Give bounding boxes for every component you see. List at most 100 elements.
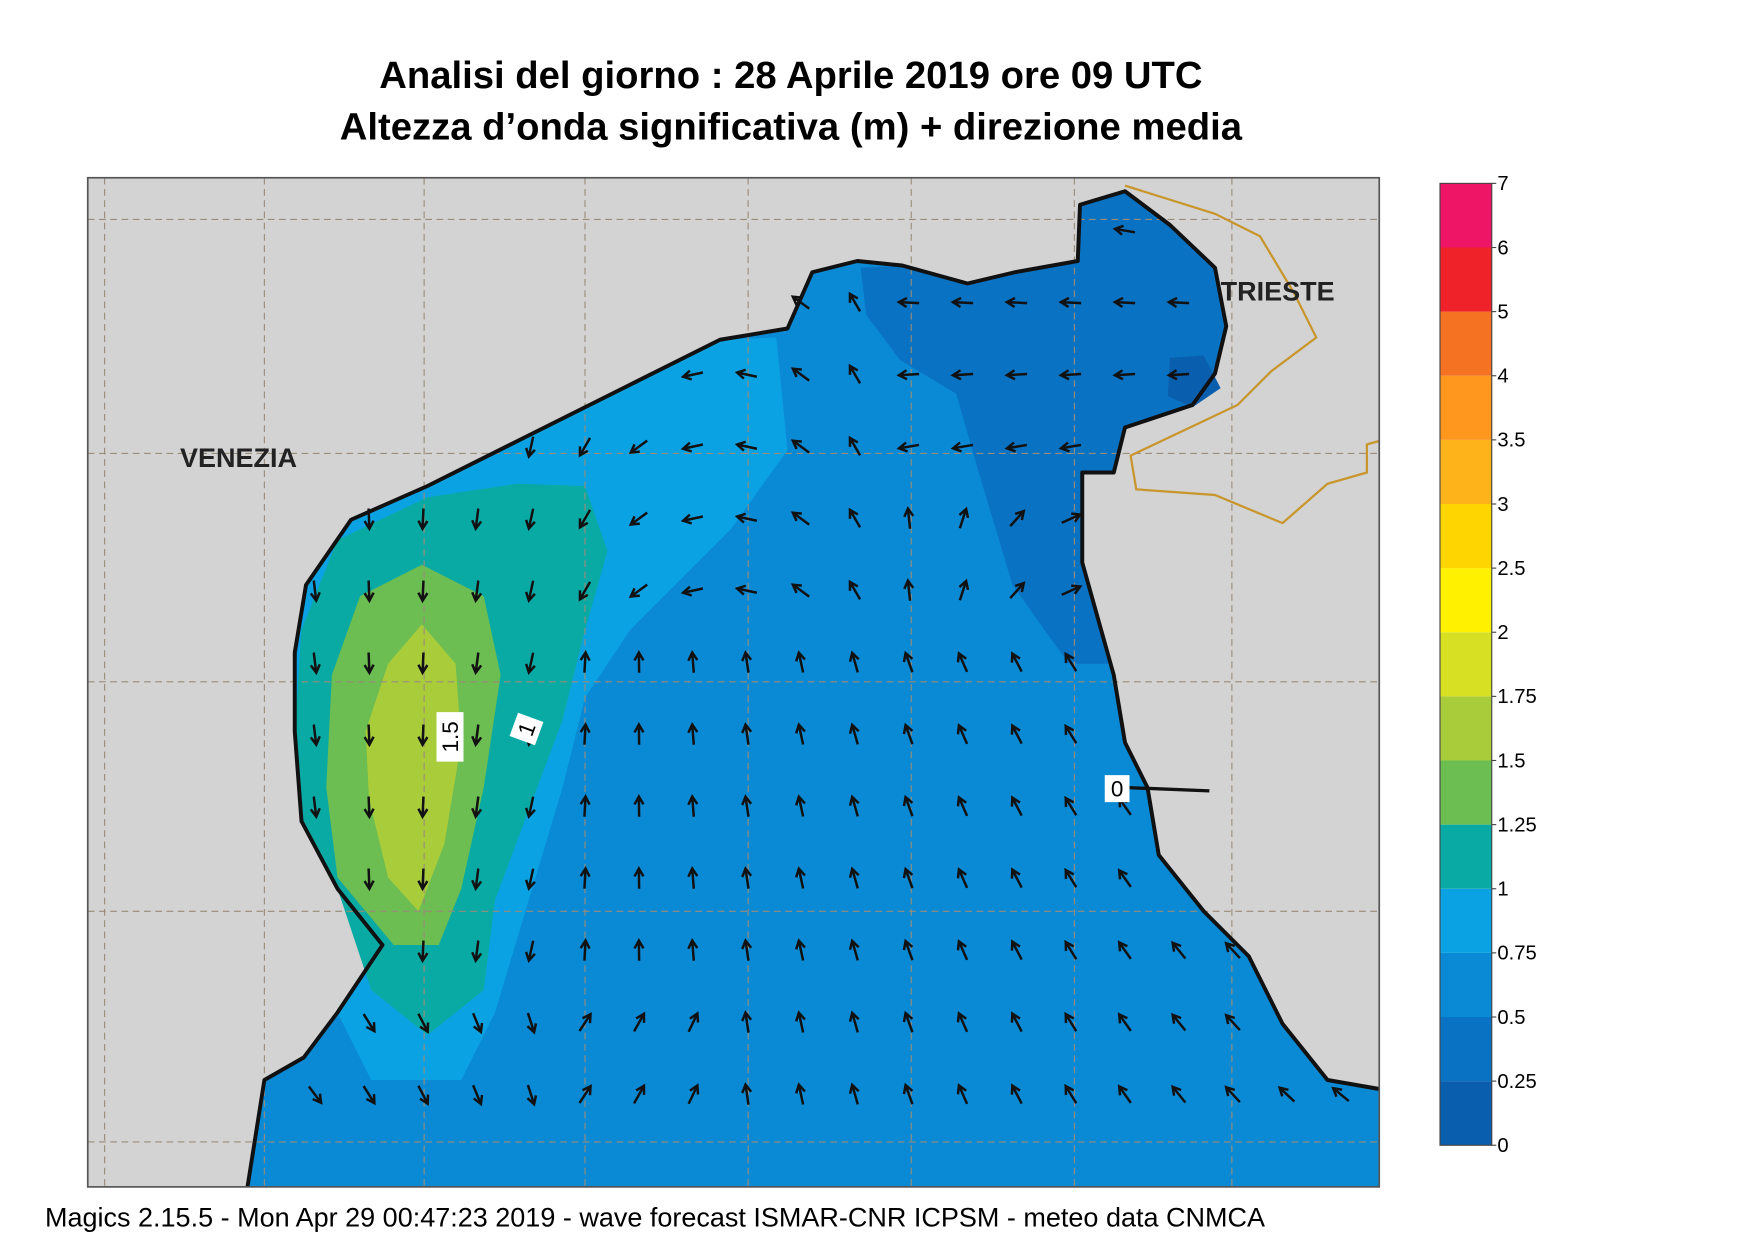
arrow (1171, 1012, 1187, 1032)
arrow (902, 1082, 914, 1105)
arrow (848, 579, 862, 601)
colorbar-tick-label: 1.75 (1497, 686, 1536, 708)
arrow (902, 794, 914, 817)
arrow (524, 508, 536, 531)
arrow (1004, 441, 1028, 453)
arrow (794, 650, 806, 673)
arrow (902, 866, 914, 889)
arrow (848, 722, 860, 745)
arrow (1224, 941, 1241, 959)
wave-direction-arrows (307, 224, 1350, 1107)
arrow (363, 580, 375, 604)
label-box (509, 712, 544, 746)
arrow (1064, 723, 1078, 744)
arrow (1058, 296, 1082, 309)
arrow (1112, 224, 1136, 236)
arrow (417, 652, 429, 676)
colorbar-segment (1440, 183, 1492, 248)
arrow (363, 652, 375, 676)
arrow (632, 1011, 646, 1033)
arrow (741, 722, 753, 745)
colorbar-tick-label: 3 (1497, 494, 1508, 516)
arrow (579, 650, 591, 673)
colorbar-tick-label: 1.25 (1497, 814, 1536, 836)
arrow (363, 724, 375, 748)
arrow (902, 938, 914, 961)
arrow (956, 867, 969, 889)
arrow (1064, 1011, 1078, 1032)
arrow (1004, 296, 1028, 309)
arrow (956, 795, 969, 817)
arrow (1064, 867, 1078, 888)
arrow (579, 938, 591, 961)
arrow (741, 1010, 753, 1033)
coast-spit (1124, 785, 1210, 793)
colorbar-segment (1440, 824, 1492, 889)
region-15 (365, 624, 462, 912)
arrow (633, 722, 645, 745)
arrow (902, 722, 914, 745)
contour-label: 0 (1104, 775, 1130, 803)
arrow (1224, 1085, 1241, 1103)
arrow (524, 868, 536, 891)
arrow (633, 650, 645, 673)
label-box (436, 712, 464, 762)
arrow (794, 1010, 806, 1033)
colorbar-tick-label: 0.75 (1497, 943, 1536, 965)
arrow (1010, 939, 1023, 961)
arrow (1009, 509, 1026, 527)
arrow (956, 939, 969, 961)
arrow (794, 722, 806, 745)
arrow (524, 796, 536, 819)
colorbar-segment (1440, 760, 1492, 825)
arrow (950, 369, 974, 381)
arrow (1166, 369, 1190, 381)
arrow (526, 1012, 538, 1035)
arrow (307, 1085, 323, 1105)
arrow (680, 369, 704, 381)
arrow (1064, 795, 1078, 816)
arrow (1171, 940, 1187, 960)
arrow (471, 580, 483, 604)
arrow (578, 1012, 592, 1032)
arrow (417, 508, 429, 532)
arrow (950, 441, 974, 453)
title-line: Altezza d’onda significativa (m) + direz… (340, 106, 1243, 149)
graticule (87, 177, 1380, 1187)
arrow (1277, 1085, 1296, 1103)
arrow (790, 367, 810, 382)
arrow (734, 440, 758, 452)
arrow (848, 435, 862, 457)
arrow (956, 651, 969, 673)
arrow (848, 1082, 860, 1105)
arrow (1064, 1083, 1078, 1104)
arrow (790, 583, 810, 598)
arrow (902, 1010, 914, 1033)
colorbar-frame (1439, 182, 1493, 1146)
arrow (741, 794, 753, 817)
arrow (848, 363, 862, 385)
arrow (417, 796, 429, 820)
arrow (524, 940, 536, 963)
arrow (363, 796, 375, 820)
arrow (1331, 1086, 1350, 1103)
arrow (578, 437, 592, 458)
arrow (848, 291, 862, 313)
colorbar-segment (1440, 504, 1492, 569)
colorbar-tick-label: 7 (1497, 173, 1508, 195)
colorbar: 0 0.25 0.5 0.75 1 1.25 1.5 1.75 2 2.5 3 3.5 4 5 6 7 (1439, 173, 1537, 1157)
colorbar-tick-label: 3.5 (1497, 430, 1525, 452)
arrow (958, 506, 970, 529)
colorbar-segment (1440, 888, 1492, 953)
arrow (579, 722, 591, 745)
arrow (734, 368, 758, 380)
arrow (628, 439, 648, 455)
arrow (633, 794, 645, 817)
colorbar-tick-label: 2 (1497, 622, 1508, 644)
contour-label-text: 1.5 (438, 721, 463, 752)
region-0 (1167, 355, 1221, 408)
arrow (734, 584, 758, 596)
arrow (741, 866, 753, 889)
map: VENEZIA TRIESTE 1.5 1 0 (86, 176, 1381, 1188)
contour-label: 1 (509, 712, 544, 746)
